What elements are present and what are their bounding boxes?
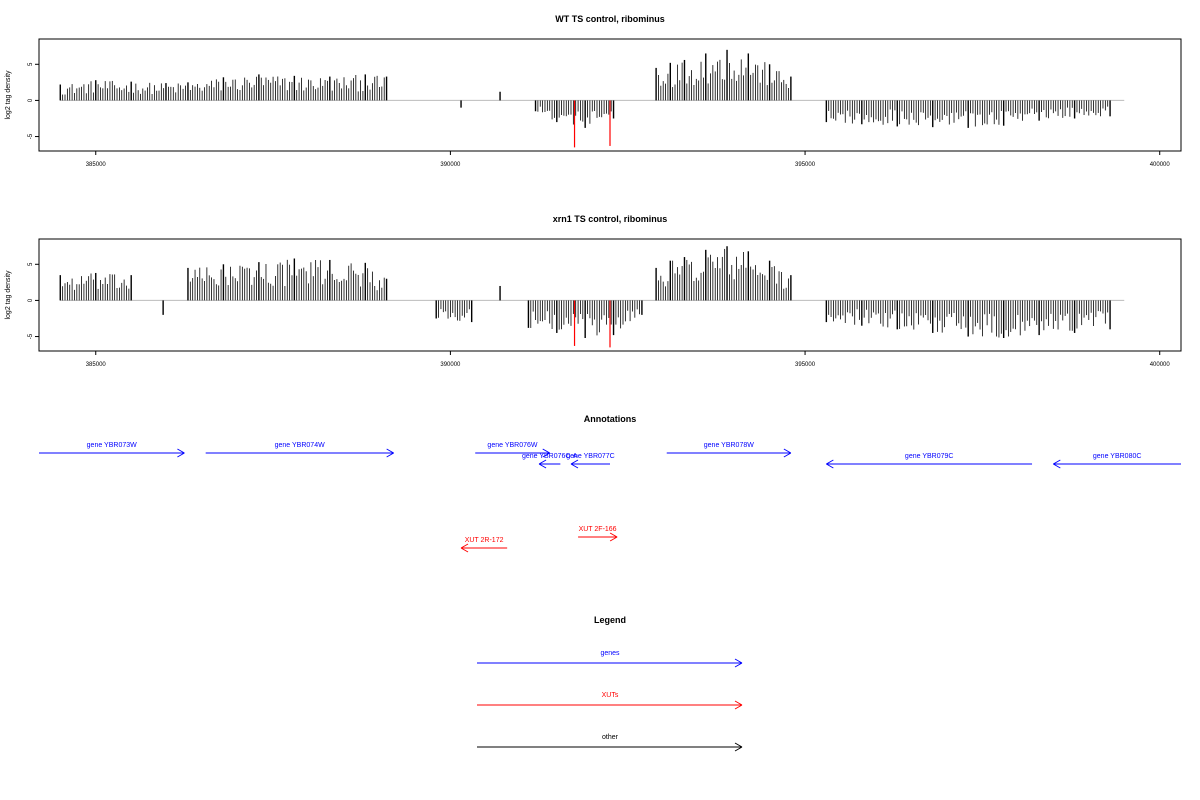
arrow-head — [734, 746, 743, 752]
arrow-head — [783, 452, 792, 458]
y-axis-label: log2 tag density — [5, 270, 12, 320]
arrow-head — [460, 543, 469, 549]
arrow-head — [734, 662, 743, 668]
y-tick-label: -5 — [28, 333, 34, 339]
gene-label: gene YBR078W — [704, 442, 754, 449]
y-tick-label: 0 — [28, 98, 34, 102]
y-tick-label: -5 — [28, 133, 34, 139]
arrow-head — [177, 448, 185, 454]
arrow-head — [734, 742, 743, 748]
xut-label: XUT 2R-172 — [465, 537, 504, 544]
x-tick-label: 385000 — [86, 162, 107, 168]
arrow-head — [542, 452, 550, 458]
arrow-head — [386, 448, 394, 454]
arrow-head — [386, 452, 394, 458]
legend-title: Legend — [594, 615, 626, 625]
arrow-head — [826, 459, 834, 465]
xut-label: XUT 2F-166 — [579, 526, 617, 533]
arrow-head — [734, 704, 743, 710]
arrow-head — [538, 463, 547, 469]
x-tick-label: 390000 — [440, 162, 461, 168]
gene-label: gene YBR073W — [87, 442, 137, 449]
gene-label: gene YBR079C — [905, 453, 954, 460]
arrow-head — [826, 463, 834, 469]
y-axis-label: log2 tag density — [5, 70, 12, 120]
x-tick-label: 395000 — [795, 362, 816, 368]
gene-label: gene YBR080C — [1093, 453, 1142, 460]
x-tick-label: 400000 — [1150, 362, 1171, 368]
x-tick-label: 400000 — [1150, 162, 1171, 168]
gene-label: gene YBR076C-A — [522, 453, 578, 460]
gene-label: gene YBR076W — [487, 442, 537, 449]
y-tick-label: 5 — [28, 262, 34, 266]
legend-label: genes — [600, 650, 620, 657]
arrow-head — [1053, 459, 1061, 465]
arrow-head — [460, 547, 469, 553]
arrow-head — [538, 459, 547, 465]
arrow-head — [734, 700, 743, 706]
arrow-head — [734, 658, 743, 664]
x-tick-label: 390000 — [440, 362, 461, 368]
arrow-head — [609, 532, 618, 538]
plot-frame — [38, 38, 1182, 152]
legend-label: other — [602, 734, 619, 741]
annotations-title: Annotations — [584, 414, 637, 424]
arrow-head — [570, 459, 579, 465]
arrow-head — [177, 452, 185, 458]
plot-frame — [38, 238, 1182, 352]
arrow-head — [542, 448, 550, 454]
arrow-head — [1053, 463, 1061, 469]
x-tick-label: 385000 — [86, 362, 107, 368]
y-tick-label: 5 — [28, 62, 34, 66]
gene-label: gene YBR077C — [566, 453, 615, 460]
panel-title: xrn1 TS control, ribominus — [553, 214, 668, 224]
panel-title: WT TS control, ribominus — [555, 14, 665, 24]
x-tick-label: 395000 — [795, 162, 816, 168]
arrow-head — [570, 463, 579, 469]
legend-label: XUTs — [602, 692, 619, 699]
arrow-head — [783, 448, 792, 454]
arrow-head — [609, 536, 618, 542]
y-tick-label: 0 — [28, 298, 34, 302]
gene-label: gene YBR074W — [275, 442, 325, 449]
